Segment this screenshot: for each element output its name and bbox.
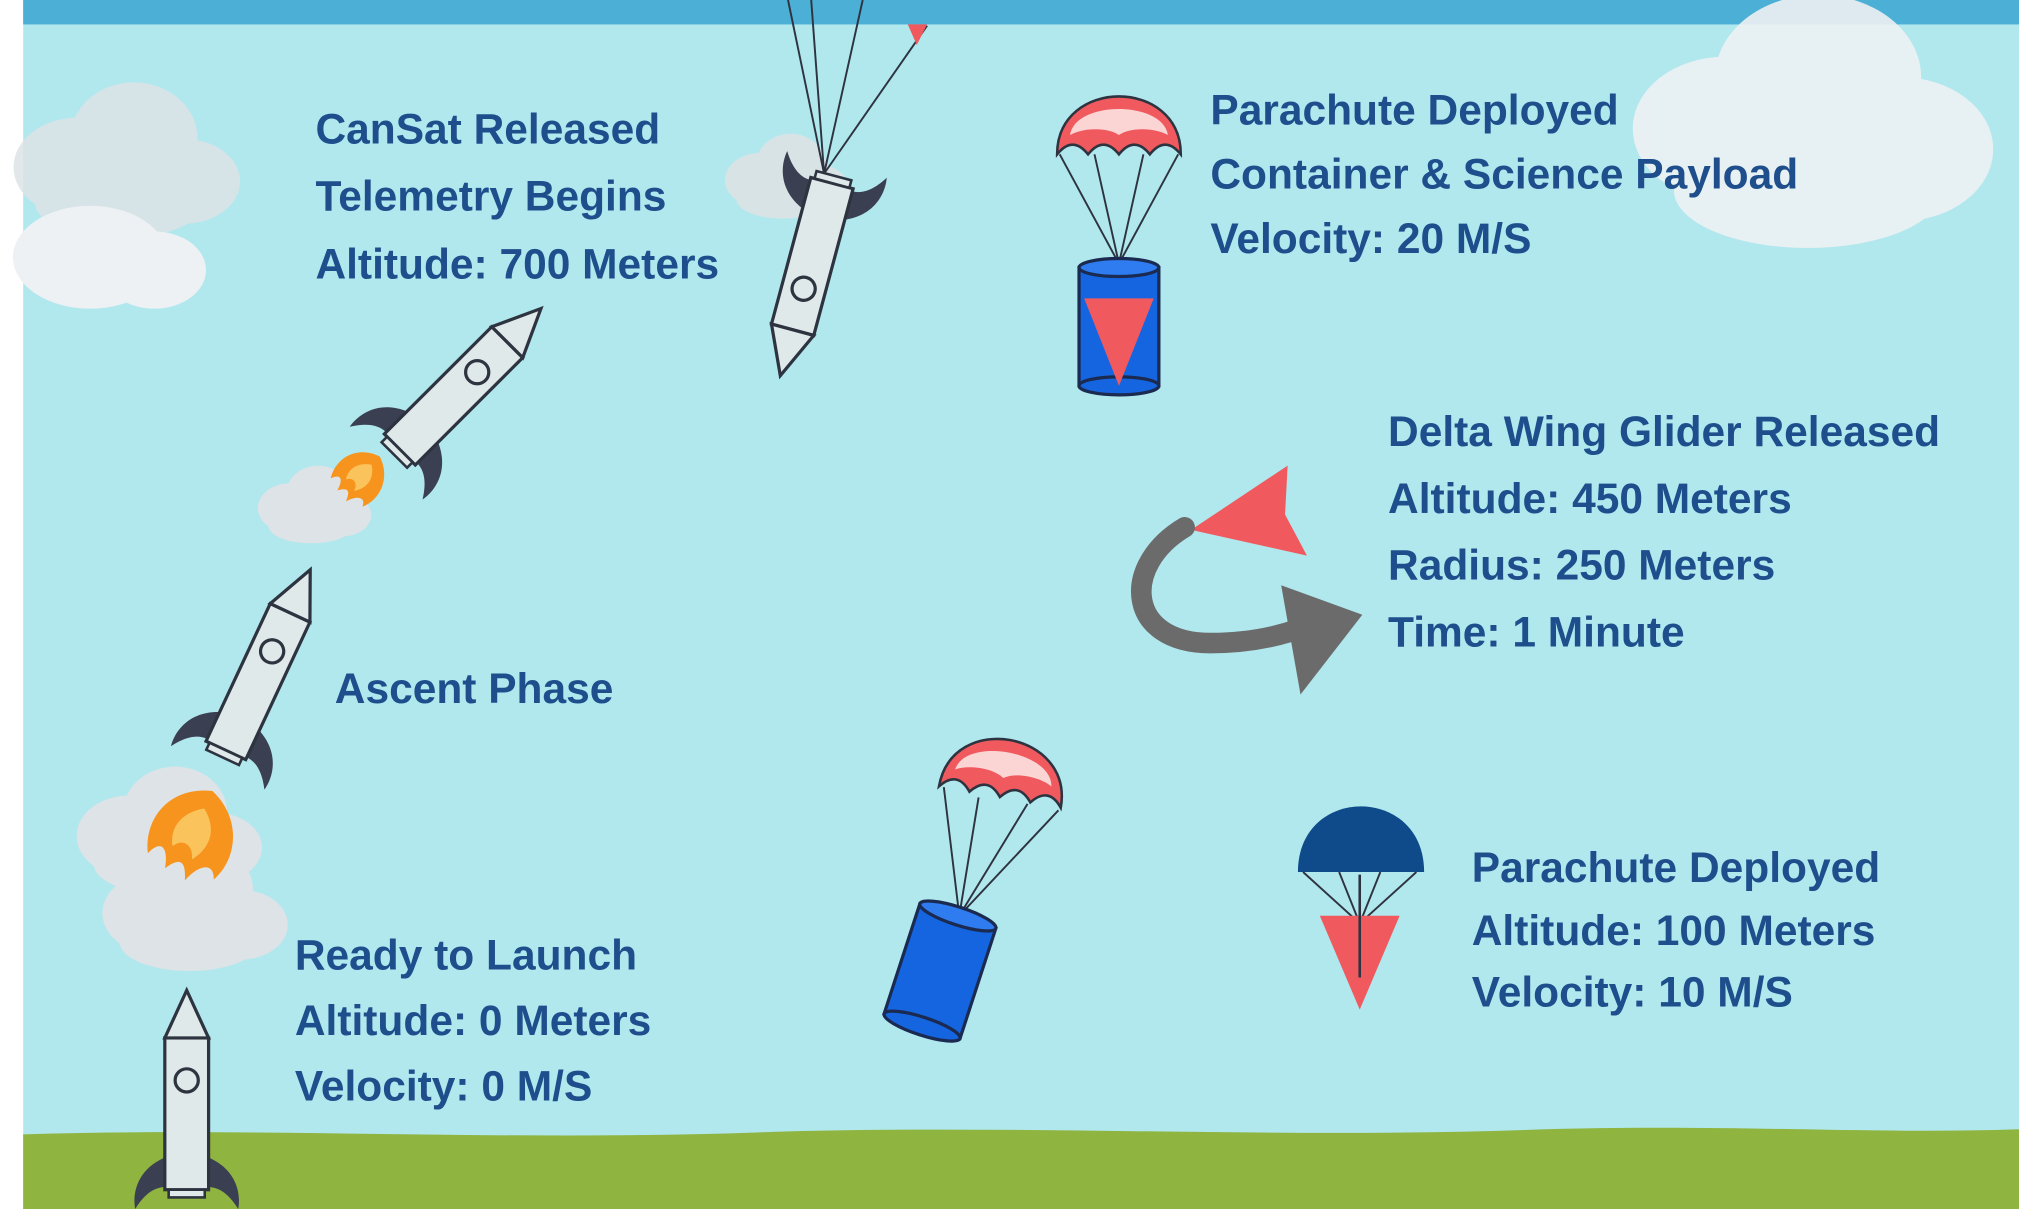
label: Parachute Deployed bbox=[1210, 86, 1618, 133]
label: Telemetry Begins bbox=[315, 173, 666, 220]
label: Altitude: 700 Meters bbox=[315, 241, 719, 288]
label: Altitude: 450 Meters bbox=[1388, 475, 1792, 522]
cansat-release bbox=[728, 0, 928, 391]
ground bbox=[23, 1127, 2019, 1209]
glider-turn bbox=[1131, 465, 1363, 695]
label: Container & Science Payload bbox=[1210, 151, 1798, 198]
parachute-container bbox=[1055, 95, 1183, 397]
label: Velocity: 0 M/S bbox=[295, 1063, 592, 1110]
clouds bbox=[12, 0, 1994, 972]
glider-parachute bbox=[1297, 806, 1425, 1010]
label: Parachute Deployed bbox=[1472, 844, 1880, 891]
label: Altitude: 100 Meters bbox=[1472, 907, 1876, 954]
parachute-container-falling bbox=[882, 728, 1073, 1043]
label: Altitude: 0 Meters bbox=[295, 997, 651, 1044]
label: Velocity: 10 M/S bbox=[1472, 969, 1793, 1016]
label: Delta Wing Glider Released bbox=[1388, 408, 1940, 455]
label: Ready to Launch bbox=[295, 931, 637, 978]
label: Ascent Phase bbox=[335, 665, 614, 712]
label: Time: 1 Minute bbox=[1388, 609, 1685, 656]
labels: CanSat Released Telemetry Begins Altitud… bbox=[295, 86, 1940, 1109]
top-bar bbox=[23, 0, 2019, 25]
label: Velocity: 20 M/S bbox=[1210, 215, 1531, 262]
label: CanSat Released bbox=[315, 106, 660, 153]
label: Radius: 250 Meters bbox=[1388, 542, 1775, 589]
